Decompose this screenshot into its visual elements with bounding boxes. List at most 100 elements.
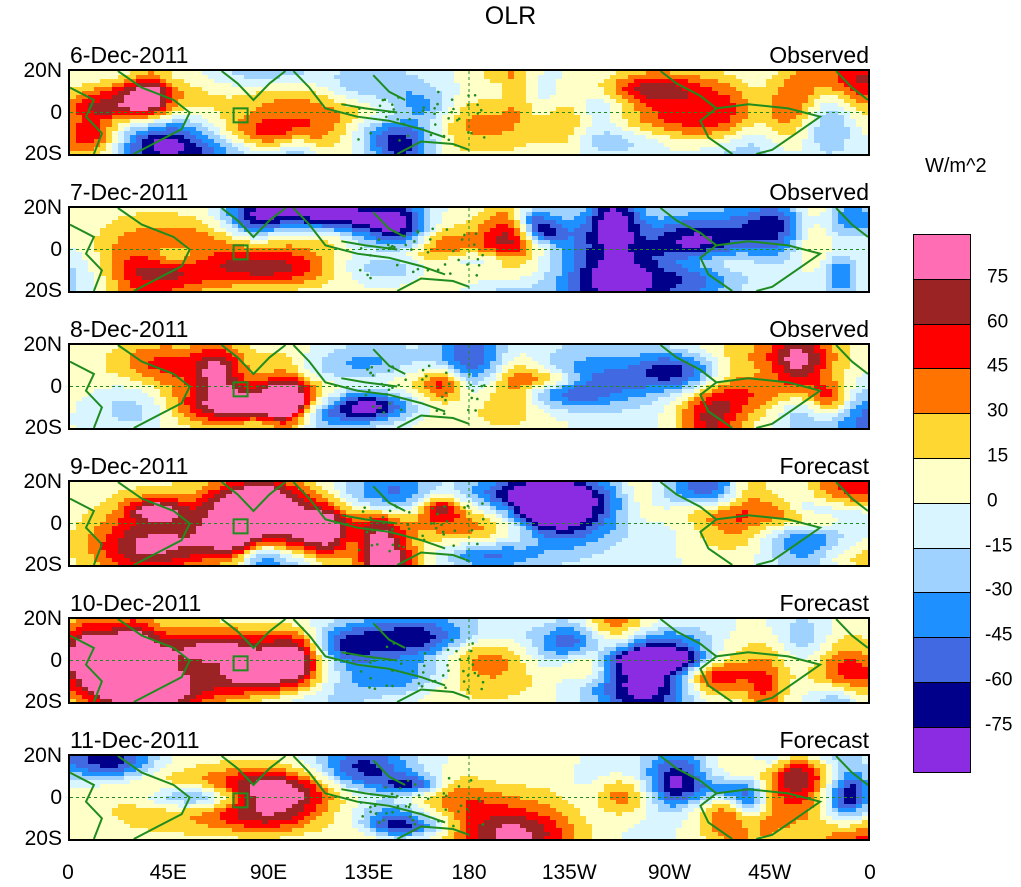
coastline bbox=[835, 345, 868, 375]
olr-field bbox=[70, 619, 868, 702]
map-panel-1 bbox=[68, 69, 870, 156]
lat-tick-label: 20S bbox=[24, 279, 62, 302]
colorbar-label: 45 bbox=[987, 355, 1009, 377]
colorbar-swatch bbox=[913, 413, 971, 458]
colorbar-label: -15 bbox=[985, 535, 1013, 557]
map-panel-5 bbox=[68, 617, 870, 704]
coastline bbox=[220, 756, 287, 787]
colorbar-units: W/m^2 bbox=[925, 155, 987, 177]
panel-date: 8-Dec-2011 bbox=[70, 316, 189, 342]
coastline bbox=[835, 619, 868, 649]
coastline bbox=[70, 497, 104, 565]
colorbar-swatch bbox=[913, 726, 971, 773]
coastline bbox=[396, 688, 470, 702]
colorbar-label: -45 bbox=[985, 624, 1013, 646]
lat-tick-label: 0 bbox=[50, 785, 62, 809]
panel-kind: Observed bbox=[769, 42, 869, 68]
coastline bbox=[292, 71, 446, 139]
coastline bbox=[292, 345, 446, 413]
lon-tick-label: 180 bbox=[451, 861, 487, 884]
coastline bbox=[70, 223, 104, 291]
coastline bbox=[659, 756, 733, 839]
colorbar-label: 30 bbox=[987, 400, 1009, 422]
coastline bbox=[117, 482, 191, 565]
lat-tick-label: 0 bbox=[50, 237, 62, 261]
colorbar-label: 75 bbox=[987, 266, 1009, 288]
panel-date: 9-Dec-2011 bbox=[70, 453, 189, 479]
lat-tick-label: 20N bbox=[23, 333, 62, 356]
coastline bbox=[341, 103, 398, 114]
coastline bbox=[117, 619, 191, 702]
lat-tick-label: 20S bbox=[24, 416, 62, 439]
coastline bbox=[396, 825, 470, 839]
lat-tick-label: 0 bbox=[50, 374, 62, 398]
olr-field bbox=[70, 756, 868, 839]
coastline bbox=[341, 240, 398, 251]
coastline bbox=[341, 514, 398, 525]
coastline bbox=[372, 622, 406, 649]
region-box bbox=[232, 792, 249, 809]
region-box bbox=[232, 518, 249, 535]
lat-tick-label: 20N bbox=[23, 744, 62, 767]
lon-tick-label: 90W bbox=[647, 861, 692, 884]
coastline bbox=[372, 74, 406, 101]
coastline bbox=[659, 482, 733, 565]
colorbar-swatch bbox=[913, 547, 971, 593]
coastline bbox=[292, 619, 446, 687]
lon-tick-label: 135W bbox=[541, 861, 597, 884]
colorbar-swatch bbox=[913, 592, 971, 638]
lon-tick-label: 135E bbox=[344, 861, 394, 884]
coastline bbox=[341, 377, 398, 388]
lat-tick-label: 20N bbox=[23, 607, 62, 630]
coastline bbox=[835, 482, 868, 512]
colorbar-swatch bbox=[913, 637, 971, 682]
map-panel-6 bbox=[68, 754, 870, 841]
panel-date: 6-Dec-2011 bbox=[70, 42, 189, 68]
region-box bbox=[232, 655, 249, 672]
coastline bbox=[835, 756, 868, 786]
coastline bbox=[292, 482, 446, 550]
coastline bbox=[292, 756, 446, 824]
olr-field bbox=[70, 208, 868, 291]
olr-field bbox=[70, 482, 868, 565]
colorbar-swatch bbox=[913, 457, 971, 503]
coastline bbox=[396, 277, 470, 291]
region-box bbox=[232, 381, 249, 398]
coastline bbox=[372, 211, 406, 238]
map-panel-4 bbox=[68, 480, 870, 567]
lon-tick-label: 90E bbox=[249, 861, 288, 884]
region-box bbox=[232, 244, 249, 261]
panel-kind: Forecast bbox=[779, 727, 869, 753]
colorbar-label: 0 bbox=[987, 490, 998, 512]
lon-tick-label: 0 bbox=[62, 861, 74, 884]
coastline bbox=[220, 482, 287, 513]
colorbar-swatch bbox=[913, 502, 971, 548]
coastline bbox=[341, 651, 398, 662]
colorbar-label: 15 bbox=[987, 445, 1009, 467]
lat-tick-label: 20S bbox=[24, 142, 62, 165]
coastline bbox=[220, 345, 287, 376]
coastline bbox=[117, 71, 191, 154]
colorbar-label: 60 bbox=[987, 311, 1009, 333]
coastline bbox=[220, 619, 287, 650]
lat-tick-label: 20N bbox=[23, 59, 62, 82]
coastline bbox=[117, 756, 191, 839]
coastline bbox=[70, 360, 104, 428]
panel-date: 11-Dec-2011 bbox=[70, 727, 200, 753]
panel-date: 7-Dec-2011 bbox=[70, 179, 189, 205]
coastline bbox=[220, 208, 287, 239]
coastline bbox=[372, 485, 406, 512]
coastline bbox=[396, 551, 470, 565]
lon-tick-label: 0 bbox=[864, 861, 876, 884]
colorbar-swatch bbox=[913, 681, 971, 727]
panel-kind: Observed bbox=[769, 179, 869, 205]
coastline bbox=[117, 208, 191, 291]
panel-date: 10-Dec-2011 bbox=[70, 590, 202, 616]
map-panel-3 bbox=[68, 343, 870, 430]
coastline bbox=[70, 634, 104, 702]
lon-tick-label: 45E bbox=[149, 861, 187, 884]
coastline bbox=[372, 759, 406, 786]
colorbar-swatch bbox=[913, 234, 971, 279]
lon-tick-label: 45W bbox=[748, 861, 792, 884]
coastline bbox=[716, 377, 823, 428]
